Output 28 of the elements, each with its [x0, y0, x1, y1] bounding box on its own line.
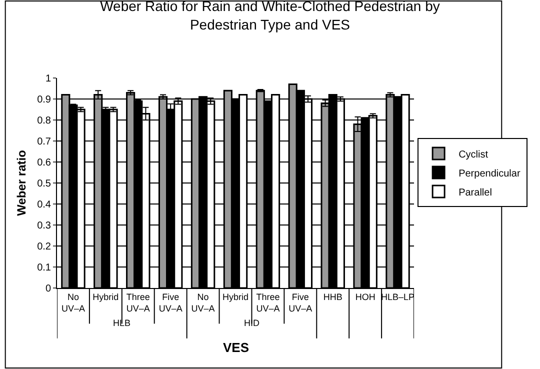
text: HLB [113, 318, 131, 328]
x-tick-label: HHB [323, 292, 342, 302]
y-tick-label: 0.7 [37, 136, 52, 148]
y-tick-label: 0.2 [37, 242, 52, 252]
y-tick-label: 0.8 [37, 116, 52, 126]
legend-label: Cyclist [458, 149, 488, 160]
legend-label: Perpendicular [458, 168, 521, 180]
x-axis-title: VES [223, 340, 250, 355]
x-tick-label: No UV–A [191, 292, 215, 314]
legend-label: Parallel [458, 187, 492, 198]
x-tick-label: Hybrid [92, 292, 119, 302]
chart-title: Weber Ratio for Rain and White-Clothed Pedestrian by Pedestrian Type and VES [100, 0, 440, 32]
x-tick-label: Hybrid [222, 292, 249, 302]
y-tick-label: 0.5 [37, 178, 52, 190]
x-tick-label: Three UV–A [256, 292, 280, 314]
y-tick-label: 0.1 [37, 262, 52, 274]
x-tick-label: HOH [355, 292, 376, 302]
x-tick-label: Five UV–A [288, 292, 312, 314]
y-tick-label: 0.3 [37, 220, 52, 232]
y-tick-label: 0.9 [37, 94, 52, 106]
y-tick-label: 1 [45, 74, 52, 84]
y-tick-label: 0.6 [37, 158, 52, 168]
x-tick-label: No UV–A [61, 292, 85, 314]
x-tick-label: Three UV–A [126, 292, 150, 314]
y-tick-label: 0 [45, 284, 52, 294]
x-tick-label: Five UV–A [158, 292, 182, 314]
y-tick-label: 0.4 [37, 200, 52, 210]
y-axis-title: Weber ratio [14, 150, 28, 216]
